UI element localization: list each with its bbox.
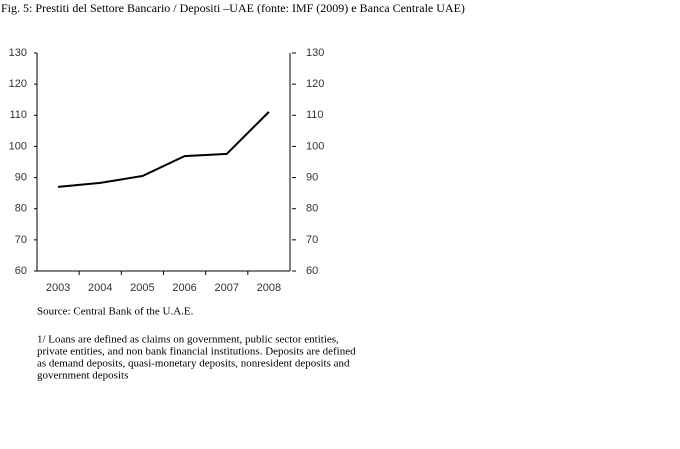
footnote-line: as demand deposits, quasi-monetary depos… xyxy=(37,358,350,370)
y-tick-label: 90 xyxy=(15,171,27,183)
y2-tick-label: 70 xyxy=(306,234,318,246)
x-tick-label: 2007 xyxy=(215,282,239,294)
source: Source: Central Bank of the U.A.E. xyxy=(37,306,194,318)
y2-tick-label: 80 xyxy=(306,203,318,215)
footnote-line: government deposits xyxy=(37,370,128,382)
y2-tick-label: 120 xyxy=(306,78,324,90)
line-series xyxy=(57,111,270,188)
y-tick-label: 110 xyxy=(9,109,27,121)
y-tick-label: 130 xyxy=(9,47,27,59)
y-tick-label: 80 xyxy=(15,203,27,215)
x-tick-label: 2004 xyxy=(88,282,112,294)
chart-title: Fig. 5: Prestiti del Settore Bancario / … xyxy=(1,1,465,15)
y2-tick-label: 60 xyxy=(306,265,318,277)
footnote-line: private entities, and non bank financial… xyxy=(37,346,356,358)
y2-tick-label: 100 xyxy=(306,140,324,152)
x-tick-label: 2006 xyxy=(172,282,196,294)
y2-tick-label: 110 xyxy=(306,109,324,121)
y-tick-label: 100 xyxy=(9,140,27,152)
footnote-line: 1/ Loans are defined as claims on govern… xyxy=(37,334,339,346)
y2-tick-label: 90 xyxy=(306,171,318,183)
x-tick-label: 2008 xyxy=(257,282,281,294)
y-tick-label: 60 xyxy=(15,265,27,277)
x-tick-label: 2003 xyxy=(46,282,70,294)
x-tick-label: 2005 xyxy=(130,282,154,294)
y2-tick-label: 130 xyxy=(306,47,324,59)
y-tick-label: 70 xyxy=(15,234,27,246)
y-tick-label: 120 xyxy=(9,78,27,90)
